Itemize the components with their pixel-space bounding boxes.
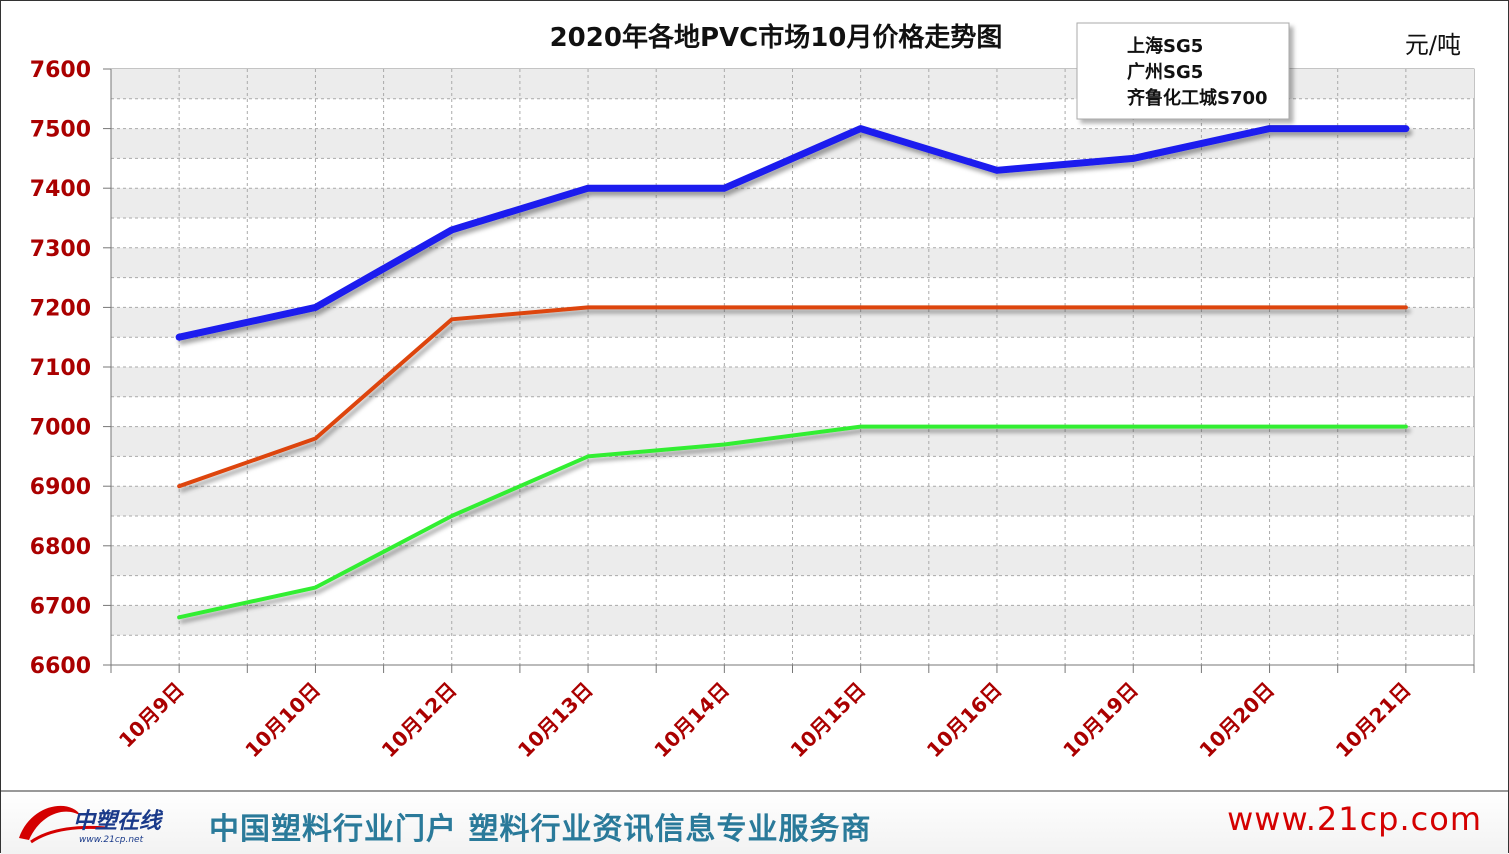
data-point: [1268, 305, 1272, 309]
y-tick-label: 6600: [30, 654, 91, 679]
y-tick-label: 7200: [30, 296, 91, 321]
data-point: [1268, 127, 1272, 131]
y-tick-label: 6700: [30, 594, 91, 619]
data-point: [450, 514, 454, 518]
y-tick-label: 6900: [30, 475, 91, 500]
series-lines: [175, 125, 1410, 620]
logo-subtext: www.21cp.net: [79, 835, 144, 845]
data-point: [313, 437, 317, 441]
logo-swoosh-icon: [19, 805, 81, 840]
data-point: [177, 615, 181, 619]
y-tick-label: 7400: [30, 177, 91, 202]
series-line: [175, 125, 1410, 341]
x-tick-label: 10月20日: [1194, 678, 1279, 763]
x-tick-label: 10月14日: [649, 678, 734, 763]
data-point: [1404, 425, 1408, 429]
grid-lines: [111, 69, 1474, 665]
line-chart: 6600 6700 6800 6900 7000 7100 7200 7300 7400 7500…: [30, 22, 1475, 763]
y-tick-label: 7600: [30, 58, 91, 83]
footer-banner: 中塑在线 www.21cp.net 中国塑料行业门户 塑料行业资讯信息专业服务商…: [1, 790, 1508, 854]
footer-slogan: 中国塑料行业门户 塑料行业资讯信息专业服务商: [209, 812, 872, 847]
data-point: [1131, 156, 1135, 160]
y-tick-label: 7000: [30, 416, 91, 441]
x-tick-label: 10月12日: [377, 678, 462, 763]
y-tick-label: 6800: [30, 535, 91, 560]
data-point: [859, 425, 863, 429]
data-point: [995, 425, 999, 429]
site-logo: 中塑在线 www.21cp.net: [19, 805, 164, 845]
x-tick-label: 10月15日: [786, 678, 871, 763]
x-tick-label: 10月13日: [513, 678, 598, 763]
footer-url[interactable]: www.21cp.com: [1227, 800, 1482, 838]
data-point: [313, 586, 317, 590]
y-tick-label: 7100: [30, 356, 91, 381]
data-point: [722, 442, 726, 446]
legend-label: 广州SG5: [1127, 61, 1203, 83]
series-line: [177, 424, 1408, 620]
data-point: [1404, 305, 1408, 309]
data-point: [859, 127, 863, 131]
data-point: [722, 186, 726, 190]
legend-label: 上海SG5: [1127, 35, 1203, 57]
data-point: [995, 168, 999, 172]
data-point: [1131, 425, 1135, 429]
x-axis-ticks: 10月9日 10月10日 10月12日 10月13日 10月14日 10月15日 10月16…: [110, 664, 1475, 763]
data-point: [450, 228, 454, 232]
y-tick-label: 7300: [30, 237, 91, 262]
data-point: [859, 305, 863, 309]
data-point: [450, 317, 454, 321]
x-tick-label: 10月10日: [240, 678, 325, 763]
logo-text: 中塑在线: [73, 809, 164, 834]
chart-title: 2020年各地PVC市场10月价格走势图: [550, 22, 1003, 53]
legend-label: 齐鲁化工城S700: [1127, 87, 1268, 109]
data-point: [313, 305, 317, 309]
x-tick-label: 10月16日: [922, 678, 1007, 763]
data-point: [177, 484, 181, 488]
y-tick-label: 7500: [30, 118, 91, 143]
y-axis-ticks: 6600 6700 6800 6900 7000 7100 7200 7300 7400 7500…: [30, 58, 112, 679]
data-point: [1404, 127, 1408, 131]
data-point: [1268, 425, 1272, 429]
x-tick-label: 10月9日: [114, 678, 189, 753]
data-point: [1131, 305, 1135, 309]
x-tick-label: 10月19日: [1058, 678, 1143, 763]
series-line: [177, 305, 1408, 489]
data-point: [722, 305, 726, 309]
x-tick-label: 10月21日: [1331, 678, 1416, 763]
legend: 上海SG5 广州SG5 齐鲁化工城S700: [1076, 22, 1290, 120]
data-point: [995, 305, 999, 309]
data-point: [586, 186, 590, 190]
unit-label: 元/吨: [1405, 31, 1461, 59]
data-point: [586, 454, 590, 458]
data-point: [586, 305, 590, 309]
data-point: [177, 335, 181, 339]
